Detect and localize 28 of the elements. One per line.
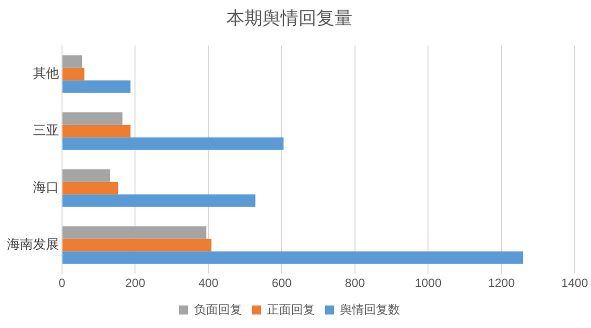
legend-label: 负面回复	[194, 302, 242, 316]
x-tick-label: 0	[58, 276, 66, 290]
bar	[62, 112, 122, 125]
bar	[62, 169, 110, 182]
legend-label: 舆情回复数	[340, 302, 400, 316]
bar	[62, 68, 84, 80]
x-tick-label: 200	[125, 276, 146, 290]
y-tick-label: 其他	[33, 66, 59, 81]
bar	[62, 80, 130, 93]
x-tick-label: 1400	[561, 276, 588, 290]
legend-label: 正面回复	[267, 302, 315, 316]
chart-title: 本期舆情回复量	[226, 8, 352, 28]
bar	[62, 194, 256, 207]
bar	[62, 55, 82, 68]
x-tick-label: 400	[198, 276, 219, 290]
x-tick-label: 800	[344, 276, 366, 290]
y-tick-label: 海南发展	[7, 236, 59, 252]
x-tick-label: 1000	[414, 276, 442, 290]
x-tick-label: 600	[272, 276, 292, 290]
bar	[62, 226, 206, 239]
bar	[62, 238, 212, 252]
x-tick-label: 1200	[488, 276, 516, 290]
bar	[62, 137, 284, 150]
bar	[62, 124, 130, 138]
bar	[62, 251, 524, 264]
y-tick-label: 海口	[33, 180, 59, 195]
y-tick-label: 三亚	[33, 122, 59, 138]
bar	[62, 182, 118, 194]
